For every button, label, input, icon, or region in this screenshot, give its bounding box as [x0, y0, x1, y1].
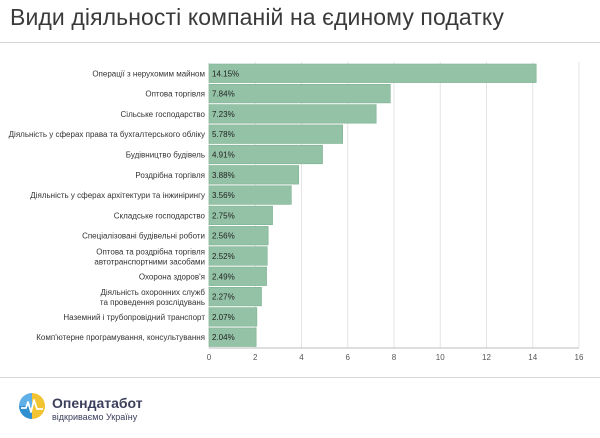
brand-tagline: відкриваємо Україну [52, 412, 138, 422]
bar [208, 63, 537, 83]
bar-value-label: 2.04% [212, 333, 235, 342]
bar-value-label: 14.15% [212, 69, 239, 78]
bar [208, 246, 268, 266]
bar [208, 185, 292, 205]
bar [208, 266, 267, 286]
brand-name: Опендатабот [52, 395, 143, 411]
bar-value-label: 3.88% [212, 171, 235, 180]
category-label: Діяльність у сферах архітектури та інжин… [30, 191, 205, 200]
category-label: Сільське господарство [121, 110, 206, 119]
bar-value-label: 2.27% [212, 293, 235, 302]
bar-chart: 0 2 4 6 8 10 12 14 16 14.15% Операції з нерухомим … [9, 62, 584, 362]
category-label: Будівництво будівель [126, 151, 205, 160]
category-label: Наземний і трубопровідний транспорт [63, 313, 205, 322]
category-label-line: Оптова та роздрібна торгівля [96, 248, 205, 257]
bar [208, 165, 300, 185]
category-label: Оптова та роздрібна торгівля автотранспор… [94, 248, 205, 267]
bar-value-label: 2.52% [212, 252, 235, 261]
footer-divider [0, 377, 600, 378]
bar [208, 307, 258, 327]
category-label: Діяльність у сферах права та бухгалтерсь… [9, 130, 205, 139]
bar-value-label: 5.78% [212, 130, 235, 139]
category-label: Роздрібна торгівля [135, 171, 205, 180]
bar-value-label: 7.23% [212, 110, 235, 119]
title-divider [0, 42, 600, 43]
x-tick-label: 12 [482, 353, 491, 362]
bar-value-label: 7.84% [212, 90, 235, 99]
bar [208, 84, 391, 104]
bar [208, 144, 323, 165]
bar [208, 226, 269, 246]
bar-value-label: 2.49% [212, 272, 235, 281]
category-label-line: автотранспортними засобами [94, 258, 205, 267]
x-tick-label: 6 [346, 353, 351, 362]
bar [208, 327, 257, 347]
opendatabot-logo-icon [19, 393, 45, 419]
x-tick-label: 2 [253, 353, 258, 362]
category-label: Діяльність охоронних служб та проведення … [100, 288, 206, 307]
bar-value-label: 3.56% [212, 191, 235, 200]
bar [208, 104, 377, 124]
chart-title: Види діяльності компаній на єдиному пода… [10, 4, 504, 30]
category-label: Комп'ютерне програмування, консультуванн… [36, 333, 205, 342]
category-label: Операції з нерухомим майном [92, 69, 205, 78]
bar-value-label: 4.91% [212, 151, 235, 160]
bar-value-label: 2.75% [212, 211, 235, 220]
x-tick-label: 16 [575, 353, 584, 362]
x-tick-label: 14 [528, 353, 537, 362]
bar [208, 286, 262, 307]
category-label: Складське господарство [114, 211, 206, 220]
bar-value-label: 2.07% [212, 313, 235, 322]
category-label-line: та проведення розслідувань [100, 298, 205, 307]
bar [208, 205, 273, 226]
x-tick-label: 8 [392, 353, 397, 362]
category-label: Оптова торгівля [145, 90, 205, 99]
category-label: Охорона здоров'я [139, 272, 205, 281]
x-tick-label: 4 [299, 353, 304, 362]
bar [208, 124, 343, 144]
category-label: Спеціалізовані будівельні роботи [82, 232, 205, 241]
x-tick-label: 10 [436, 353, 445, 362]
bar-value-label: 2.56% [212, 232, 235, 241]
x-tick-label: 0 [207, 353, 212, 362]
category-label-line: Діяльність охоронних служб [100, 288, 205, 297]
